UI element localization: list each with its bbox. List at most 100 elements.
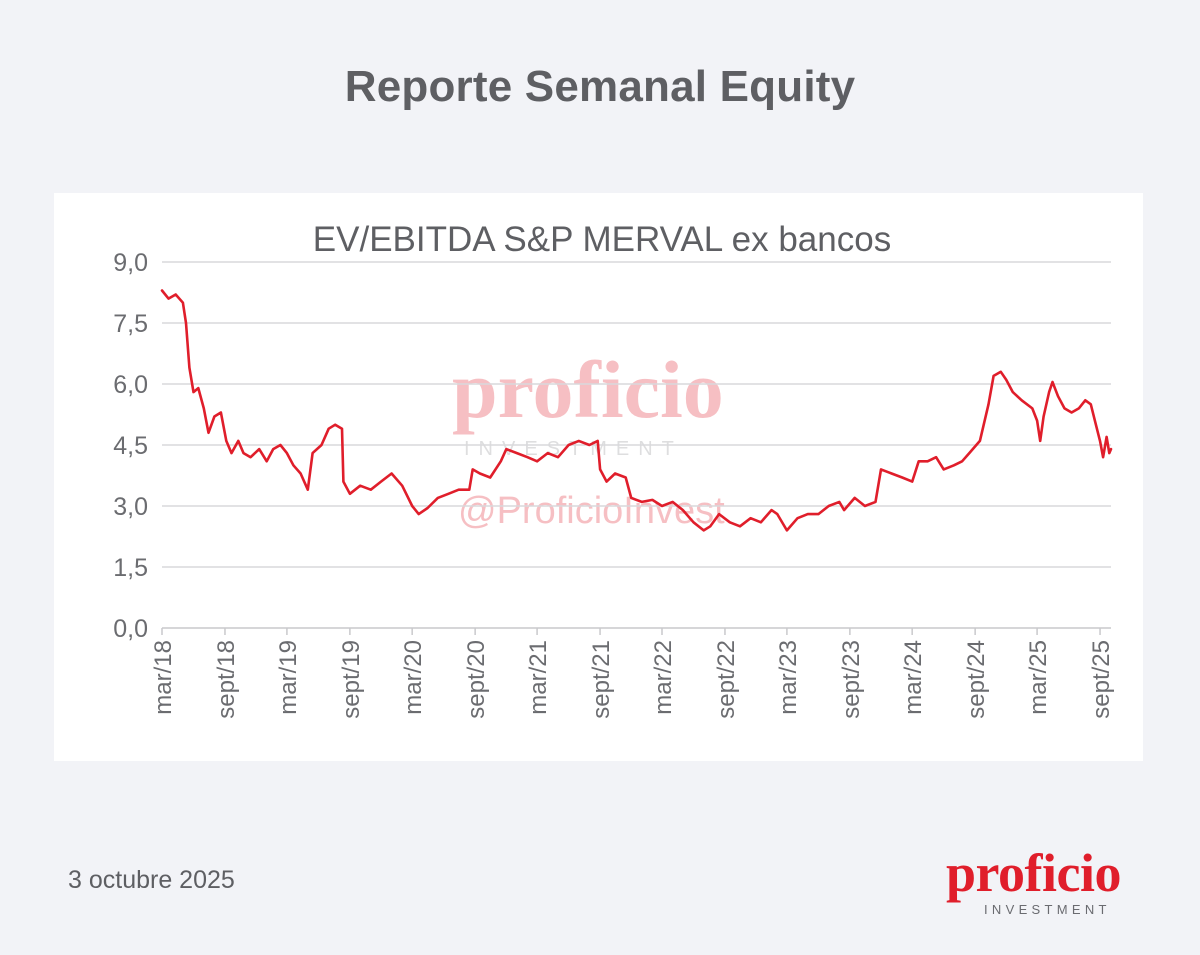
data-point [349, 493, 351, 495]
data-point [237, 440, 240, 442]
data-point [718, 513, 720, 515]
data-point [546, 452, 549, 454]
series-line [160, 289, 1113, 532]
data-point [230, 452, 233, 454]
data-point [1039, 440, 1041, 442]
y-tick-label: 7,5 [113, 310, 148, 338]
data-point [505, 448, 508, 450]
data-point [471, 468, 474, 471]
data-point [213, 415, 216, 418]
data-point [901, 476, 903, 479]
data-point [242, 452, 245, 454]
data-point [770, 509, 773, 511]
data-point [342, 480, 345, 483]
data-point [411, 505, 414, 507]
data-point [370, 488, 372, 491]
data-point [709, 525, 712, 528]
data-point [220, 411, 222, 414]
data-point [1036, 419, 1038, 422]
data-point [651, 499, 654, 501]
data-point [1070, 411, 1073, 414]
watermark-investment: INVESTMENT [464, 438, 683, 460]
data-point [599, 468, 601, 471]
data-point [588, 444, 591, 446]
x-tick-label: sept/18 [213, 640, 240, 719]
data-point [380, 480, 382, 483]
data-point [401, 484, 404, 487]
report-date: 3 octubre 2025 [68, 866, 235, 894]
data-point [390, 472, 393, 475]
y-tick-label: 3,0 [113, 493, 148, 521]
data-point [911, 480, 913, 483]
data-point [1090, 403, 1092, 406]
data-point [1051, 381, 1054, 383]
data-point [167, 297, 170, 300]
data-point [188, 366, 191, 369]
data-point [468, 488, 471, 491]
data-point [207, 432, 210, 434]
y-tick-label: 6,0 [113, 371, 148, 399]
data-point [182, 301, 184, 304]
data-point [500, 460, 502, 463]
data-point [1110, 448, 1112, 450]
x-tick-label: mar/22 [650, 640, 677, 715]
data-point [258, 448, 260, 450]
data-point [596, 440, 599, 442]
data-point [185, 322, 187, 324]
data-point [961, 460, 963, 463]
data-point [578, 440, 580, 442]
data-point [749, 517, 752, 519]
ev-ebitda-chart: proficio INVESTMENT @ProficioInvest EV/E… [113, 220, 1115, 719]
data-point [359, 484, 362, 487]
data-point [1102, 456, 1104, 459]
data-point [739, 525, 741, 528]
data-point [807, 513, 809, 515]
data-point [953, 464, 955, 467]
data-point [987, 403, 990, 406]
data-point [437, 497, 439, 499]
watermark: proficio INVESTMENT @ProficioInvest [452, 344, 725, 532]
data-point [890, 472, 893, 475]
data-point [1042, 415, 1045, 418]
data-point [979, 440, 981, 442]
logo-wordmark: proficio [946, 843, 1121, 903]
data-point [1048, 391, 1050, 393]
y-axis: 0,0 1,5 3,0 4,5 6,0 7,5 9,0 [113, 249, 148, 643]
series-group [160, 289, 1113, 532]
data-point [341, 427, 343, 430]
data-point [203, 407, 205, 410]
data-point [426, 507, 429, 509]
data-point [447, 493, 450, 495]
data-point [786, 529, 788, 532]
x-tick-label: mar/21 [525, 640, 552, 715]
logo-subtitle: INVESTMENT [984, 902, 1111, 917]
data-point [311, 452, 314, 454]
data-point [796, 517, 799, 519]
x-tick-label: mar/18 [150, 640, 177, 715]
data-point [1099, 440, 1101, 442]
data-point [536, 460, 538, 463]
x-tick-label: mar/19 [275, 640, 302, 715]
watermark-handle: @ProficioInvest [458, 490, 725, 532]
data-point [457, 488, 460, 491]
data-point [567, 444, 570, 446]
data-point [526, 456, 529, 459]
data-point [968, 452, 971, 454]
x-axis: mar/18 sept/18 mar/19 sept/19 mar/20 sept/20 m… [150, 628, 1115, 719]
data-point [489, 476, 492, 479]
data-point [161, 289, 163, 292]
y-tick-label: 4,5 [113, 432, 148, 460]
data-point [299, 472, 302, 475]
data-point [272, 448, 274, 450]
data-point [853, 497, 856, 499]
data-point [864, 505, 866, 507]
data-point [874, 501, 877, 503]
x-tick-label: sept/24 [963, 640, 990, 719]
x-tick-label: sept/22 [713, 640, 740, 719]
data-point [1105, 436, 1108, 438]
data-point [661, 505, 663, 507]
data-point [624, 476, 627, 479]
x-tick-label: sept/20 [463, 640, 490, 719]
data-point [516, 452, 518, 454]
x-tick-label: sept/25 [1088, 640, 1115, 719]
